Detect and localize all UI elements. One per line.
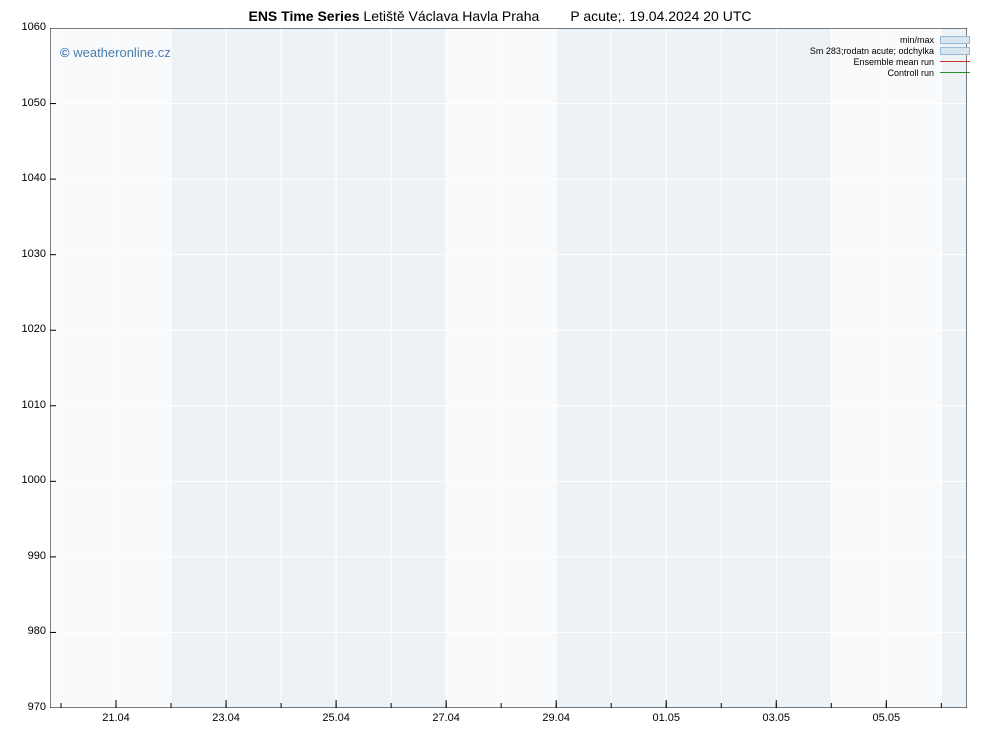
legend-label: Ensemble mean run [853,57,934,67]
y-tick-label: 990 [10,550,46,562]
y-tick-label: 1040 [10,172,46,184]
x-tick-label: 27.04 [432,712,460,724]
legend-row: Sm 283;rodatn acute; odchylka [810,45,970,56]
title-date-prefix: P acute;. [570,8,625,24]
chart-container: ENS Time Series Letiště Václava Havla Pr… [0,0,1000,733]
watermark: © weatheronline.cz [60,45,171,60]
legend-label: min/max [900,35,934,45]
legend-label: Sm 283;rodatn acute; odchylka [810,46,934,56]
plot-svg [50,28,967,708]
chart-title: ENS Time Series Letiště Václava Havla Pr… [0,8,1000,24]
legend-swatch [940,36,970,44]
x-tick-label: 23.04 [212,712,240,724]
y-tick-label: 1060 [10,21,46,33]
x-tick-label: 25.04 [322,712,350,724]
y-tick-label: 970 [10,701,46,713]
legend: min/maxSm 283;rodatn acute; odchylkaEnse… [810,34,970,78]
title-series: ENS Time Series [248,8,359,24]
watermark-text: weatheronline.cz [73,45,171,60]
legend-line [940,61,970,62]
y-tick-label: 980 [10,625,46,637]
y-tick-label: 1000 [10,474,46,486]
title-location: Letiště Václava Havla Praha [363,8,539,24]
legend-line [940,72,970,73]
x-tick-label: 03.05 [762,712,790,724]
legend-row: min/max [810,34,970,45]
x-tick-label: 05.05 [873,712,901,724]
copyright-icon: © [60,45,70,60]
legend-row: Controll run [810,67,970,78]
y-tick-label: 1020 [10,323,46,335]
x-tick-label: 29.04 [542,712,570,724]
x-tick-label: 21.04 [102,712,130,724]
y-tick-label: 1010 [10,399,46,411]
legend-label: Controll run [887,68,934,78]
y-tick-label: 1030 [10,248,46,260]
x-tick-label: 01.05 [652,712,680,724]
y-tick-label: 1050 [10,97,46,109]
legend-row: Ensemble mean run [810,56,970,67]
title-date: 19.04.2024 20 UTC [629,8,751,24]
legend-swatch [940,47,970,55]
